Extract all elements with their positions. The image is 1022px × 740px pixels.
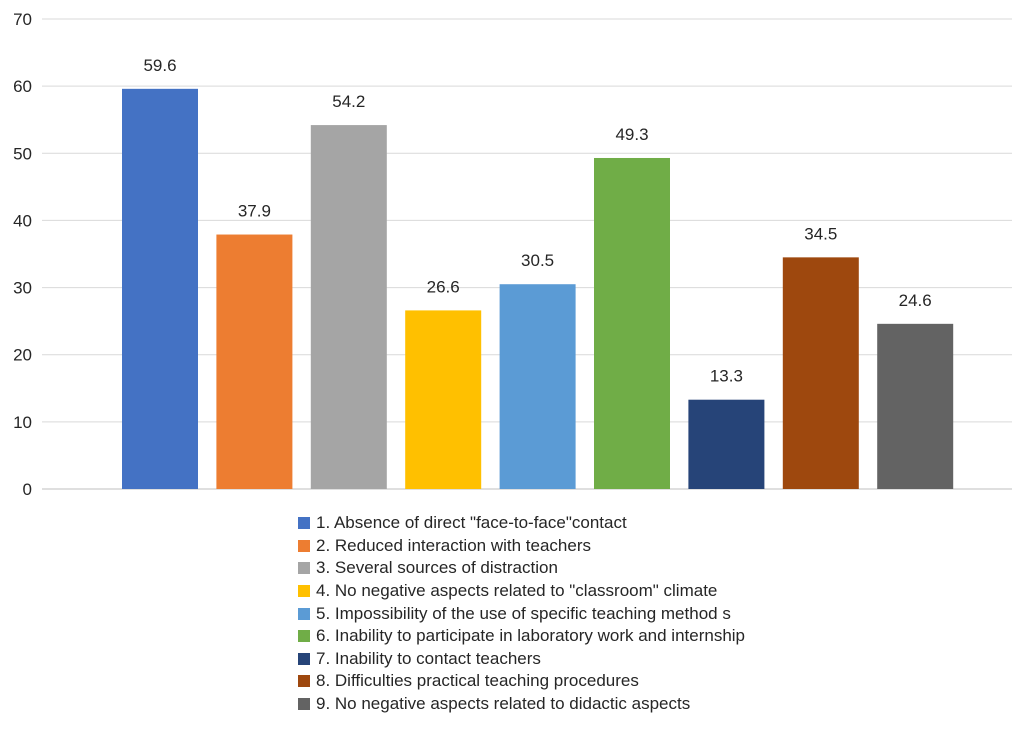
y-tick-label: 0 (23, 480, 32, 499)
data-label: 13.3 (710, 367, 743, 386)
legend-swatch (298, 539, 310, 552)
legend-label: 6. Inability to participate in laborator… (316, 626, 746, 646)
legend-swatch (298, 698, 310, 711)
bar (216, 234, 293, 489)
y-tick-label: 70 (13, 10, 32, 29)
bar (122, 88, 198, 489)
data-label: 54.2 (332, 92, 365, 111)
data-label: 30.5 (521, 251, 554, 270)
y-tick-label: 10 (13, 413, 32, 432)
y-tick-label: 40 (13, 211, 32, 230)
legend-swatch (298, 675, 310, 688)
legend-label: 5. Impossibility of the use of specific … (316, 603, 731, 623)
bar (594, 157, 670, 489)
legend-item: 7. Inability to contact teachers (298, 648, 998, 671)
data-label: 26.6 (427, 277, 460, 296)
bar (310, 125, 387, 489)
legend-swatch (298, 652, 310, 665)
data-label: 34.5 (804, 224, 837, 243)
bar (499, 284, 576, 489)
legend-label: 4. No negative aspects related to "class… (316, 581, 718, 601)
legend-swatch (298, 562, 310, 575)
data-label: 37.9 (238, 202, 271, 221)
legend-item: 3. Several sources of distraction (298, 557, 998, 580)
bar (877, 323, 954, 489)
y-tick-label: 20 (13, 346, 32, 365)
legend: 1. Absence of direct "face-to-face"conta… (298, 512, 998, 715)
legend-swatch (298, 607, 310, 620)
legend-item: 8. Difficulties practical teaching proce… (298, 670, 998, 693)
legend-label: 7. Inability to contact teachers (316, 648, 541, 668)
legend-label: 3. Several sources of distraction (316, 558, 558, 578)
bar (688, 399, 765, 489)
bar (782, 257, 859, 489)
legend-swatch (298, 630, 310, 643)
data-label: 49.3 (615, 125, 648, 144)
legend-item: 6. Inability to participate in laborator… (298, 625, 998, 648)
legend-item: 9. No negative aspects related to didact… (298, 693, 998, 716)
legend-item: 5. Impossibility of the use of specific … (298, 602, 998, 625)
legend-item: 1. Absence of direct "face-to-face"conta… (298, 512, 998, 535)
legend-label: 9. No negative aspects related to didact… (316, 694, 691, 714)
legend-swatch (298, 517, 310, 530)
data-label: 24.6 (899, 291, 932, 310)
legend-swatch (298, 585, 310, 598)
legend-label: 2. Reduced interaction with teachers (316, 535, 591, 555)
legend-item: 4. No negative aspects related to "class… (298, 580, 998, 603)
legend-item: 2. Reduced interaction with teachers (298, 535, 998, 558)
y-tick-label: 30 (13, 279, 32, 298)
bar (405, 310, 482, 489)
bar-chart-plot: 0 10 20 30 40 50 60 70 59.6 37.9 54.2 26.6 30.5 49.3 1… (13, 10, 1012, 499)
y-tick-label: 60 (13, 77, 32, 96)
legend-label: 8. Difficulties practical teaching proce… (316, 671, 639, 691)
legend-label: 1. Absence of direct "face-to-face"conta… (316, 513, 627, 533)
y-tick-label: 50 (13, 144, 32, 163)
data-label: 59.6 (143, 56, 176, 75)
